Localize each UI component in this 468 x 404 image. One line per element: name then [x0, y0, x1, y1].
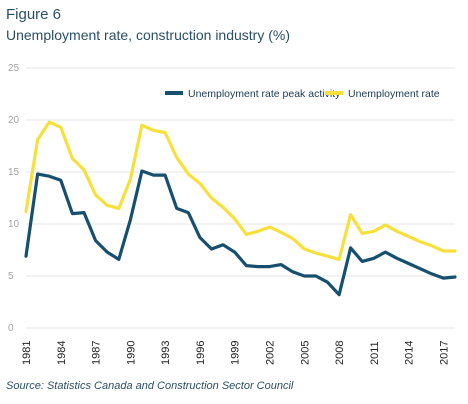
y-tick-label: 25	[8, 63, 20, 74]
chart-title: Unemployment rate, construction industry…	[6, 27, 290, 43]
x-tick-label: 2002	[264, 341, 276, 365]
legend: Unemployment rate peak activity Unemploy…	[165, 88, 440, 100]
x-tick-label: 1996	[195, 341, 207, 365]
grid-layer	[26, 67, 455, 329]
legend-label-unemployment-rate: Unemployment rate	[348, 88, 440, 100]
series-layer	[24, 120, 457, 297]
y-tick-label: 15	[8, 167, 20, 178]
y-tick-label: 10	[8, 219, 20, 230]
x-tick-label: 2008	[334, 341, 346, 365]
x-tick-label: 2014	[404, 341, 416, 365]
x-tick-label: 1999	[230, 341, 242, 365]
series-line-peak-activity	[24, 169, 457, 297]
x-tick-label: 1987	[91, 341, 103, 365]
x-tick-label: 1984	[56, 341, 68, 365]
x-tick-label: 2005	[299, 341, 311, 365]
figure-label: Figure 6	[6, 6, 62, 23]
y-tick-label: 0	[8, 323, 14, 334]
source-note: Source: Statistics Canada and Constructi…	[6, 380, 294, 392]
series-line-unemployment-rate	[24, 120, 457, 261]
x-tick-label: 2011	[369, 341, 381, 365]
y-tick-label: 20	[8, 115, 20, 126]
x-tick-label: 1981	[21, 341, 33, 365]
x-axis-ticks: 1981 1984 1987 1990 1993 1996 1999 2002 2005 2008…	[21, 341, 450, 365]
y-axis-ticks: 0 5 10 15 20 25	[8, 63, 20, 334]
x-tick-label: 1990	[125, 341, 137, 365]
y-tick-label: 5	[8, 271, 14, 282]
x-tick-label: 1993	[160, 341, 172, 365]
legend-label-peak-activity: Unemployment rate peak activity	[188, 88, 341, 100]
x-tick-label: 2017	[438, 341, 450, 365]
